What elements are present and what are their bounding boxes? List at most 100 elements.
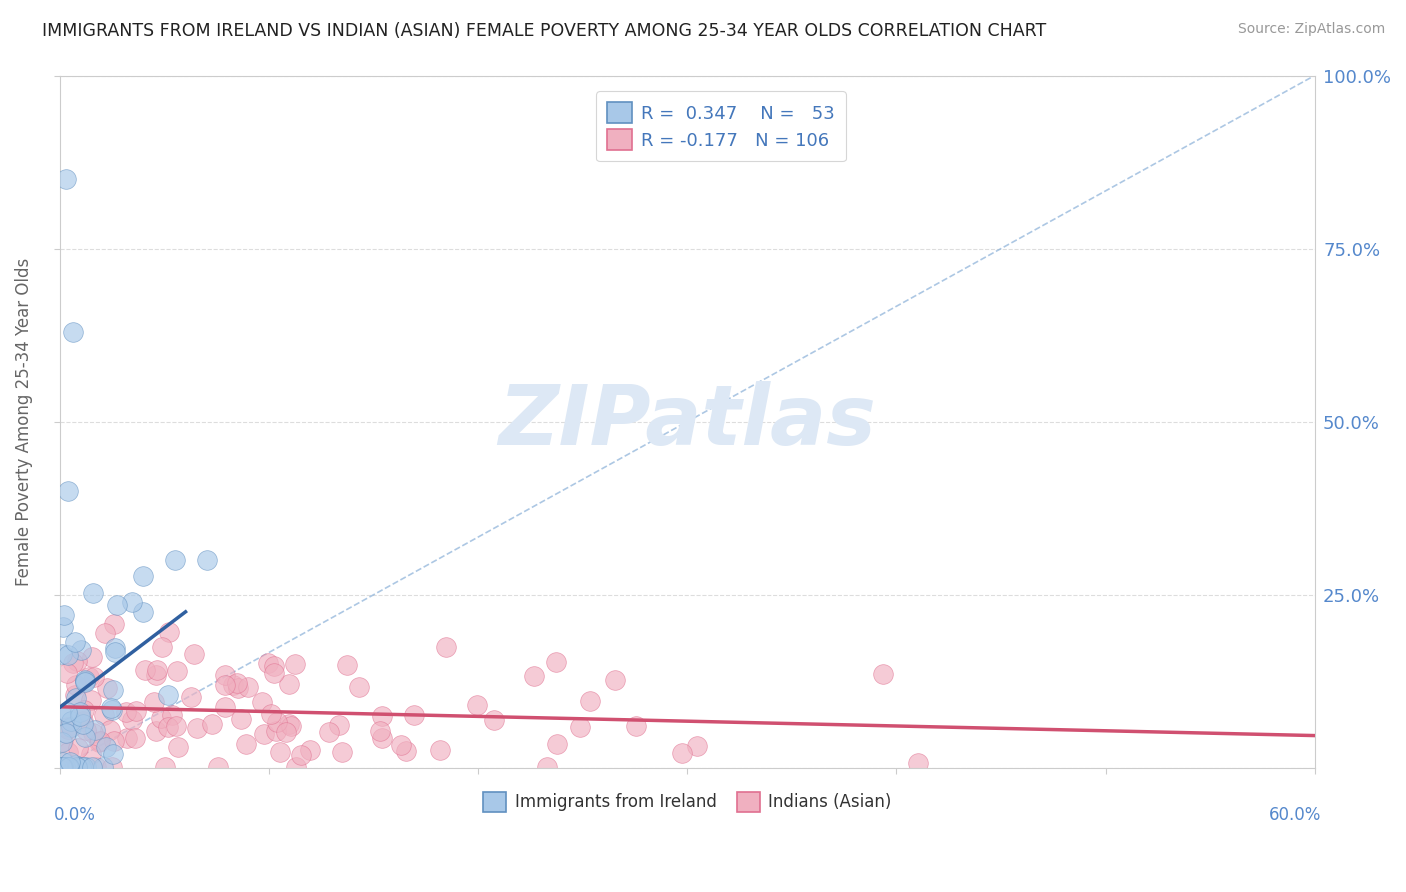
Point [52,733,75,747]
Point [84,760,107,774]
Point [214,678,236,692]
Point [66,654,89,668]
Text: IMMIGRANTS FROM IRELAND VS INDIAN (ASIAN) FEMALE POVERTY AMONG 25-34 YEAR OLDS C: IMMIGRANTS FROM IRELAND VS INDIAN (ASIAN… [42,22,1046,40]
Point [162,708,184,723]
Point [65,690,87,705]
Point [75,673,97,688]
Point [274,725,297,739]
Point [52,756,75,770]
Point [121,595,143,609]
Point [328,717,350,731]
Point [72,760,94,774]
Point [225,675,247,690]
Point [51,760,73,774]
Point [55,172,77,186]
Point [69,705,91,719]
Point [134,663,156,677]
Point [73,703,96,717]
Point [59,755,82,769]
Point [75,673,97,688]
Point [250,695,273,709]
Point [195,553,218,567]
Point [671,746,693,760]
Point [60,720,83,734]
Point [101,682,124,697]
Point [100,701,122,715]
Point [72,714,94,728]
Point [389,738,412,752]
Point [546,737,568,751]
Point [402,708,425,723]
Point [157,625,180,640]
Point [62,325,84,339]
Point [153,760,176,774]
Point [103,747,125,761]
Point [80,693,103,707]
Point [52,760,75,774]
Point [318,724,340,739]
Point [368,724,391,739]
Point [143,695,166,709]
Point [544,655,567,669]
Point [56,760,79,774]
Point [150,640,173,654]
Point [231,712,253,726]
Point [52,620,75,634]
Point [156,720,179,734]
Point [624,719,647,733]
Point [115,731,138,746]
Point [145,667,167,681]
Point [53,760,76,774]
Point [260,707,283,722]
Point [51,708,73,723]
Point [103,734,125,748]
Point [89,734,111,748]
Point [330,745,353,759]
Point [83,670,105,684]
Point [82,760,104,774]
Point [104,641,127,656]
Point [336,658,359,673]
Point [94,740,117,755]
Point [56,746,79,760]
Point [56,705,79,719]
Point [263,659,285,673]
Point [256,656,278,670]
Point [66,760,89,774]
Text: 0.0%: 0.0% [53,805,96,824]
Point [536,760,558,774]
Point [121,713,143,727]
Point [124,731,146,745]
Y-axis label: Female Poverty Among 25-34 Year Olds: Female Poverty Among 25-34 Year Olds [15,258,32,586]
Point [73,731,96,745]
Point [82,586,104,600]
Point [84,723,107,738]
Point [290,747,312,762]
Point [101,703,124,717]
Point [56,722,79,736]
Point [65,678,87,692]
Legend: Immigrants from Ireland, Indians (Asian): Immigrants from Ireland, Indians (Asian) [477,786,898,818]
Point [269,745,291,759]
Point [58,648,80,663]
Point [214,668,236,682]
Point [149,711,172,725]
Point [264,724,287,739]
Point [686,739,709,753]
Point [56,760,79,774]
Point [70,760,93,774]
Text: ZIPatlas: ZIPatlas [499,381,876,462]
Point [125,704,148,718]
Point [183,647,205,661]
Point [285,760,308,774]
Point [105,598,128,612]
Point [66,740,89,755]
Point [52,759,75,773]
Point [51,760,73,774]
Point [101,760,124,774]
Point [58,483,80,498]
Point [266,715,288,730]
Point [277,676,299,690]
Point [98,723,121,738]
Point [226,681,249,695]
